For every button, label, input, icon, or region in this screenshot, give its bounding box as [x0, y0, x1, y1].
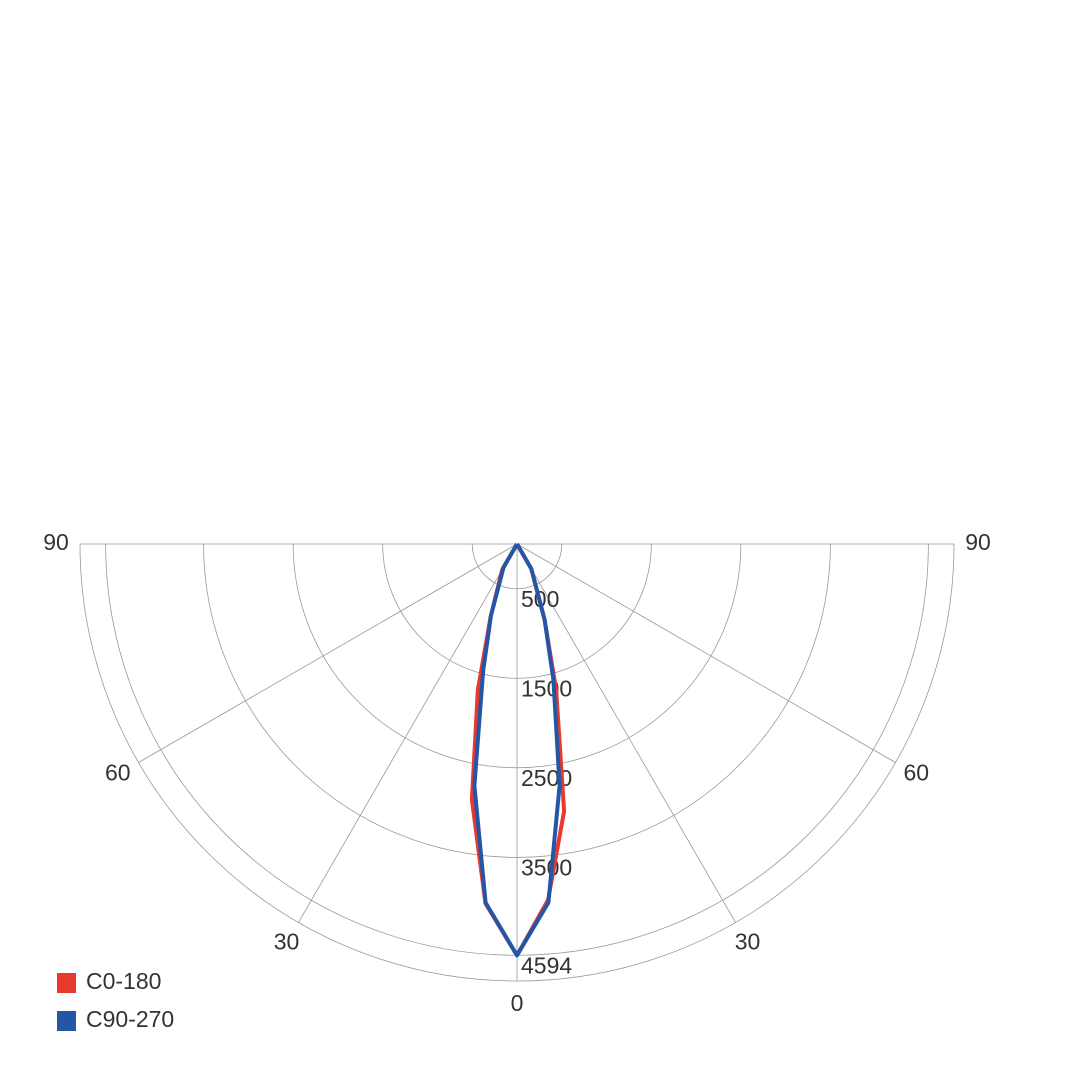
grid-spoke: [298, 543, 518, 923]
angle-label: 90: [43, 529, 69, 555]
legend-swatch: [57, 1011, 76, 1031]
angle-label: 0: [511, 990, 524, 1016]
angle-label: 30: [735, 928, 761, 954]
grid-spoke: [138, 543, 518, 763]
angle-label: 60: [903, 760, 929, 786]
angle-label: 60: [105, 760, 131, 786]
legend-swatch: [57, 973, 76, 993]
angle-label: 30: [274, 928, 300, 954]
grid-spoke: [516, 543, 736, 923]
grid-spoke: [516, 543, 896, 763]
legend-label: C0-180: [86, 968, 161, 994]
radial-label: 4594: [521, 952, 572, 978]
angle-label: 90: [965, 529, 991, 555]
legend-label: C90-270: [86, 1006, 174, 1032]
radial-label: 1500: [521, 675, 572, 701]
series-line: [472, 543, 562, 958]
radial-label: 3500: [521, 855, 572, 881]
